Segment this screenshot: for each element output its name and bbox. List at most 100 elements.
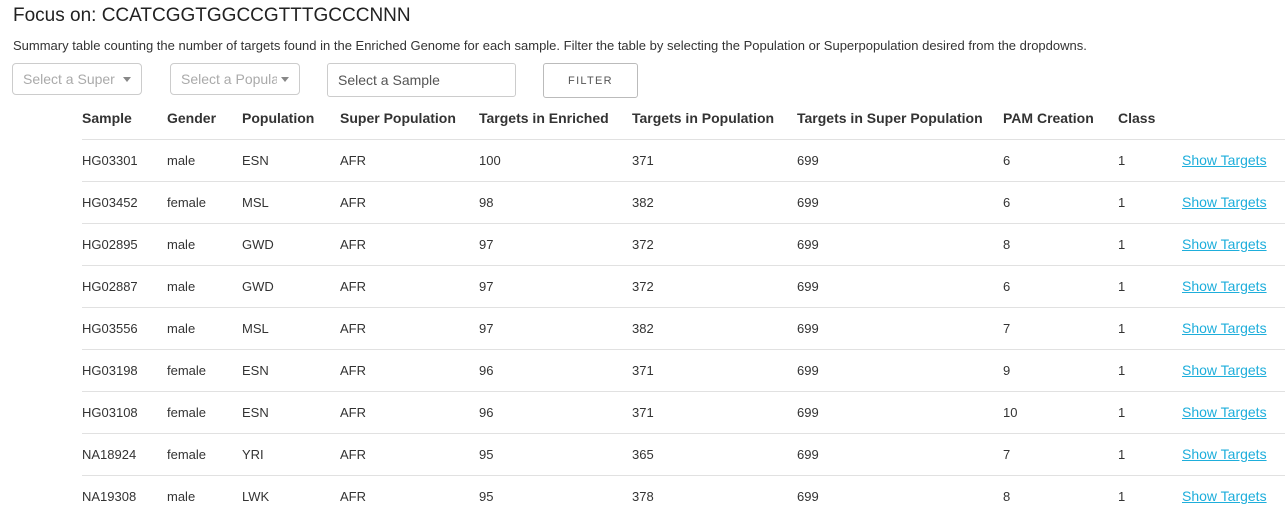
cell-actions: Show Targets: [1182, 180, 1285, 223]
cell-targets-population: 372: [632, 264, 797, 307]
cell-targets-enriched: 95: [479, 432, 632, 475]
cell-super-population: AFR: [340, 432, 479, 475]
cell-class: 1: [1118, 264, 1182, 307]
cell-super-population: AFR: [340, 138, 479, 181]
cell-class: 1: [1118, 306, 1182, 349]
table-row: HG03452 female MSL AFR 98 382 699 6 1 Sh…: [82, 180, 1285, 223]
column-header-super-population: Super Population: [340, 110, 456, 127]
cell-super-population: AFR: [340, 180, 479, 223]
table-row: HG03301 male ESN AFR 100 371 699 6 1 Sho…: [82, 138, 1285, 181]
column-header-targets-population: Targets in Population: [632, 110, 775, 127]
cell-population: ESN: [242, 348, 340, 391]
cell-targets-population: 372: [632, 222, 797, 265]
cell-targets-enriched: 98: [479, 180, 632, 223]
filter-button[interactable]: FILTER: [543, 63, 638, 98]
cell-class: 1: [1118, 432, 1182, 475]
summary-table: Sample Gender Population Super Populatio…: [82, 98, 1285, 517]
column-header-pam-creation: PAM Creation: [1003, 110, 1094, 127]
show-targets-link[interactable]: Show Targets: [1182, 278, 1267, 294]
cell-pam-creation: 8: [1003, 222, 1118, 265]
table-row: NA19308 male LWK AFR 95 378 699 8 1 Show…: [82, 474, 1285, 517]
cell-sample: HG02887: [82, 264, 167, 307]
show-targets-link[interactable]: Show Targets: [1182, 152, 1267, 168]
cell-pam-creation: 6: [1003, 138, 1118, 181]
cell-targets-population: 371: [632, 348, 797, 391]
cell-sample: HG03108: [82, 390, 167, 433]
cell-population: MSL: [242, 306, 340, 349]
cell-actions: Show Targets: [1182, 264, 1285, 307]
cell-pam-creation: 6: [1003, 180, 1118, 223]
table-row: HG03556 male MSL AFR 97 382 699 7 1 Show…: [82, 306, 1285, 349]
cell-gender: male: [167, 138, 242, 181]
table-header-row: Sample Gender Population Super Populatio…: [82, 98, 1285, 139]
cell-super-population: AFR: [340, 390, 479, 433]
population-dropdown[interactable]: Select a Popula...: [170, 63, 300, 95]
superpopulation-placeholder: Select a Super ...: [23, 71, 119, 87]
column-header-class: Class: [1118, 110, 1156, 127]
show-targets-link[interactable]: Show Targets: [1182, 488, 1267, 505]
cell-super-population: AFR: [340, 306, 479, 349]
table-row: HG03108 female ESN AFR 96 371 699 10 1 S…: [82, 390, 1285, 433]
chevron-down-icon: [123, 76, 131, 82]
cell-class: 1: [1118, 138, 1182, 181]
cell-pam-creation: 7: [1003, 432, 1118, 475]
show-targets-link[interactable]: Show Targets: [1182, 236, 1267, 252]
show-targets-link[interactable]: Show Targets: [1182, 362, 1267, 378]
cell-sample: HG03198: [82, 348, 167, 391]
cell-targets-population: 371: [632, 390, 797, 433]
table-row: HG02887 male GWD AFR 97 372 699 6 1 Show…: [82, 264, 1285, 307]
column-header-actions: [1182, 98, 1285, 139]
column-header-gender: Gender: [167, 110, 217, 127]
cell-population: GWD: [242, 222, 340, 265]
show-targets-link[interactable]: Show Targets: [1182, 320, 1267, 336]
cell-actions: Show Targets: [1182, 138, 1285, 181]
cell-actions: Show Targets: [1182, 306, 1285, 349]
show-targets-link[interactable]: Show Targets: [1182, 446, 1267, 462]
cell-targets-super-population: 699: [797, 180, 1003, 223]
cell-sample: NA18924: [82, 432, 167, 475]
cell-pam-creation: 7: [1003, 306, 1118, 349]
cell-pam-creation: 6: [1003, 264, 1118, 307]
column-header-sample: Sample: [82, 110, 132, 127]
cell-sample: HG03301: [82, 138, 167, 181]
cell-pam-creation: 8: [1003, 474, 1118, 517]
cell-gender: female: [167, 432, 242, 475]
cell-targets-super-population: 699: [797, 432, 1003, 475]
cell-targets-enriched: 95: [479, 474, 632, 517]
cell-actions: Show Targets: [1182, 390, 1285, 433]
cell-super-population: AFR: [340, 348, 479, 391]
cell-targets-population: 382: [632, 180, 797, 223]
column-header-targets-enriched: Targets in Enriched: [479, 110, 609, 127]
cell-sample: NA19308: [82, 474, 167, 517]
cell-targets-enriched: 97: [479, 306, 632, 349]
cell-targets-population: 382: [632, 306, 797, 349]
cell-targets-enriched: 96: [479, 390, 632, 433]
cell-targets-enriched: 97: [479, 264, 632, 307]
chevron-down-icon: [281, 76, 289, 82]
cell-class: 1: [1118, 348, 1182, 391]
cell-pam-creation: 9: [1003, 348, 1118, 391]
cell-actions: Show Targets: [1182, 348, 1285, 391]
cell-class: 1: [1118, 474, 1182, 517]
cell-population: ESN: [242, 390, 340, 433]
cell-class: 1: [1118, 390, 1182, 433]
table-row: HG03198 female ESN AFR 96 371 699 9 1 Sh…: [82, 348, 1285, 391]
show-targets-link[interactable]: Show Targets: [1182, 194, 1267, 210]
cell-targets-super-population: 699: [797, 306, 1003, 349]
cell-class: 1: [1118, 222, 1182, 265]
cell-targets-enriched: 100: [479, 138, 632, 181]
page-description: Summary table counting the number of tar…: [13, 38, 1087, 53]
cell-sample: HG03452: [82, 180, 167, 223]
cell-targets-population: 365: [632, 432, 797, 475]
table-row: HG02895 male GWD AFR 97 372 699 8 1 Show…: [82, 222, 1285, 265]
column-header-population: Population: [242, 110, 315, 127]
show-targets-link[interactable]: Show Targets: [1182, 404, 1267, 420]
cell-super-population: AFR: [340, 222, 479, 265]
cell-gender: male: [167, 306, 242, 349]
sample-input[interactable]: [327, 63, 516, 97]
page-title: Focus on: CCATCGGTGGCCGTTTGCCCNNN: [13, 5, 411, 26]
cell-population: ESN: [242, 138, 340, 181]
cell-targets-super-population: 699: [797, 390, 1003, 433]
superpopulation-dropdown[interactable]: Select a Super ...: [12, 63, 142, 95]
cell-targets-super-population: 699: [797, 138, 1003, 181]
